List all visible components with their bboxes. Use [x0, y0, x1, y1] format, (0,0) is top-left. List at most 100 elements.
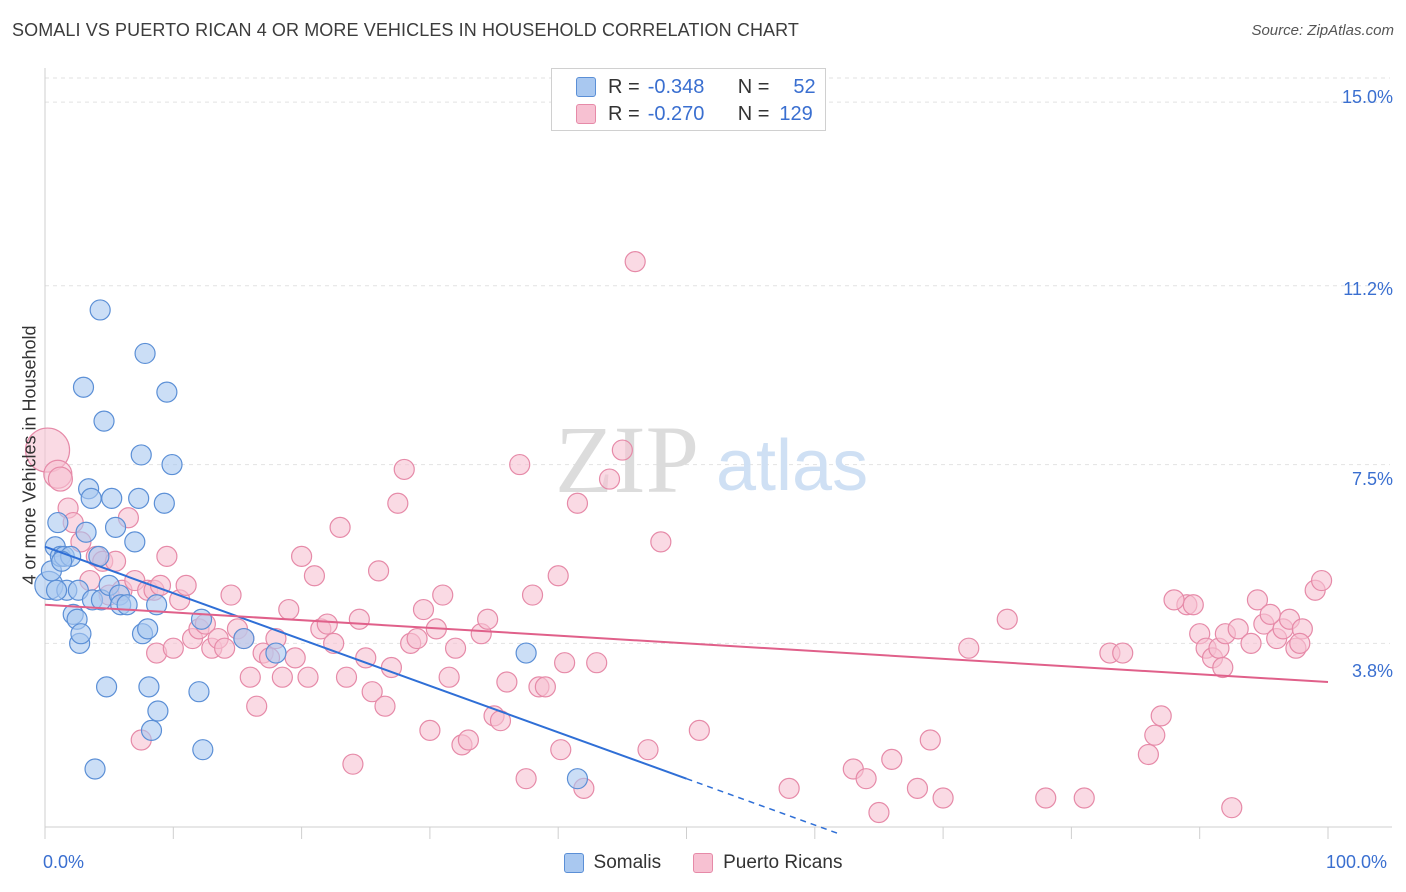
somali-point: [47, 511, 69, 534]
legend-row-somalis: R = -0.348 N = 52: [576, 75, 816, 99]
somalis-trend-line: [44, 545, 687, 780]
puerto-rican-point: [496, 671, 518, 693]
y-tick-label: 15.0%: [1341, 87, 1393, 107]
legend-item-somalis[interactable]: Somalis: [563, 852, 662, 874]
puerto-rican-point: [406, 627, 428, 650]
r-value: -0.348: [647, 75, 705, 98]
y-tick-label: 11.2%: [1343, 279, 1393, 299]
y-tick-label: 3.8%: [1351, 661, 1393, 681]
somali-point: [138, 676, 160, 698]
chart-title: SOMALI VS PUERTO RICAN 4 OR MORE VEHICLE…: [12, 20, 800, 40]
puerto-rican-point: [778, 777, 800, 799]
somali-point: [93, 410, 115, 432]
somali-point: [101, 487, 123, 510]
puerto-rican-point: [1112, 642, 1134, 664]
somali-point: [89, 299, 111, 321]
somali-point: [80, 487, 102, 510]
legend-item-puerto-ricans[interactable]: Puerto Ricans: [693, 852, 842, 874]
series-legend: Somalis Puerto Ricans: [0, 852, 1406, 874]
puerto-rican-point: [868, 801, 890, 824]
x-tick-label: 0.0%: [43, 852, 85, 872]
puerto-rican-point: [550, 739, 572, 761]
puerto-rican-point: [239, 666, 261, 688]
somali-point: [72, 376, 95, 398]
puerto-rican-point: [1310, 569, 1333, 592]
puerto-rican-point: [996, 608, 1018, 630]
puerto-rican-point: [1035, 787, 1057, 809]
puerto-rican-point: [214, 637, 236, 659]
puerto-rican-point: [932, 787, 954, 809]
somali-point: [45, 579, 68, 601]
puerto-rican-point: [342, 753, 364, 775]
somalis-trend-extension: [686, 777, 841, 836]
puerto-rican-point: [958, 637, 980, 659]
r-value: -0.270: [647, 102, 705, 125]
y-tick-label: 7.5%: [1351, 469, 1393, 489]
puerto-ricans-points: [24, 251, 1333, 824]
watermark-atlas: atlas: [716, 426, 868, 506]
puerto-rican-point: [387, 492, 409, 514]
puerto-ricans-swatch: [693, 853, 714, 873]
puerto-rican-point: [1246, 589, 1269, 611]
somali-point: [51, 550, 73, 572]
puerto-rican-point: [1163, 589, 1185, 611]
puerto-rican-point: [271, 666, 293, 688]
puerto-rican-point: [348, 608, 370, 630]
puerto-rican-point: [432, 584, 454, 606]
puerto-rican-point: [175, 574, 197, 596]
puerto-rican-point: [650, 531, 672, 553]
puerto-rican-point: [566, 492, 589, 514]
trend-lines: [44, 545, 1329, 836]
puerto-rican-point: [477, 608, 499, 630]
legend-label: Puerto Ricans: [723, 852, 843, 873]
puerto-rican-point: [598, 468, 621, 490]
puerto-rican-point: [47, 466, 73, 492]
somali-point: [192, 739, 214, 761]
puerto-rican-point: [1227, 618, 1249, 640]
somali-point: [161, 453, 183, 476]
puerto-rican-point: [611, 439, 633, 461]
somali-point: [190, 608, 213, 630]
somali-point: [104, 516, 127, 539]
somali-point: [265, 642, 287, 664]
puerto-rican-point: [291, 545, 313, 567]
puerto-rican-point: [297, 666, 319, 688]
n-value: 129: [779, 102, 813, 125]
correlation-legend: R = -0.348 N = 52 R = -0.270 N = 129: [551, 68, 826, 131]
puerto-rican-point: [554, 652, 576, 674]
somali-point: [134, 342, 156, 365]
puerto-rican-point: [534, 676, 556, 698]
puerto-rican-point: [162, 637, 184, 659]
puerto-rican-point: [220, 584, 242, 606]
puerto-rican-point: [509, 453, 531, 476]
somali-point: [137, 618, 159, 640]
somali-point: [140, 719, 163, 741]
puerto-rican-point: [374, 695, 396, 717]
n-label: N =: [737, 102, 770, 125]
puerto-rican-point: [361, 681, 383, 703]
somali-point: [156, 381, 178, 403]
somalis-swatch: [563, 853, 584, 873]
somali-point: [233, 627, 255, 650]
somali-point: [116, 594, 138, 616]
somali-point: [95, 676, 118, 698]
puerto-rican-point: [284, 647, 306, 669]
puerto-rican-point: [1150, 705, 1172, 727]
x-tick-label: 100.0%: [1326, 852, 1388, 872]
source-label: Source: ZipAtlas.com: [1251, 22, 1394, 39]
puerto-rican-point: [156, 545, 178, 567]
puerto-rican-point: [1144, 724, 1166, 746]
puerto-rican-point: [1137, 743, 1159, 766]
y-axis-label: 4 or more Vehicles in Household: [19, 325, 40, 585]
legend-label: Somalis: [593, 852, 662, 873]
somali-point: [130, 444, 152, 466]
puerto-rican-point: [355, 647, 377, 669]
puerto-rican-point: [906, 777, 929, 799]
puerto-rican-point: [1221, 797, 1243, 819]
puerto-rican-point: [457, 729, 479, 751]
legend-row-puerto-ricans: R = -0.270 N = 129: [576, 102, 813, 126]
puerto-rican-point: [412, 598, 435, 621]
somali-point: [515, 642, 537, 664]
puerto-rican-point: [624, 251, 646, 273]
